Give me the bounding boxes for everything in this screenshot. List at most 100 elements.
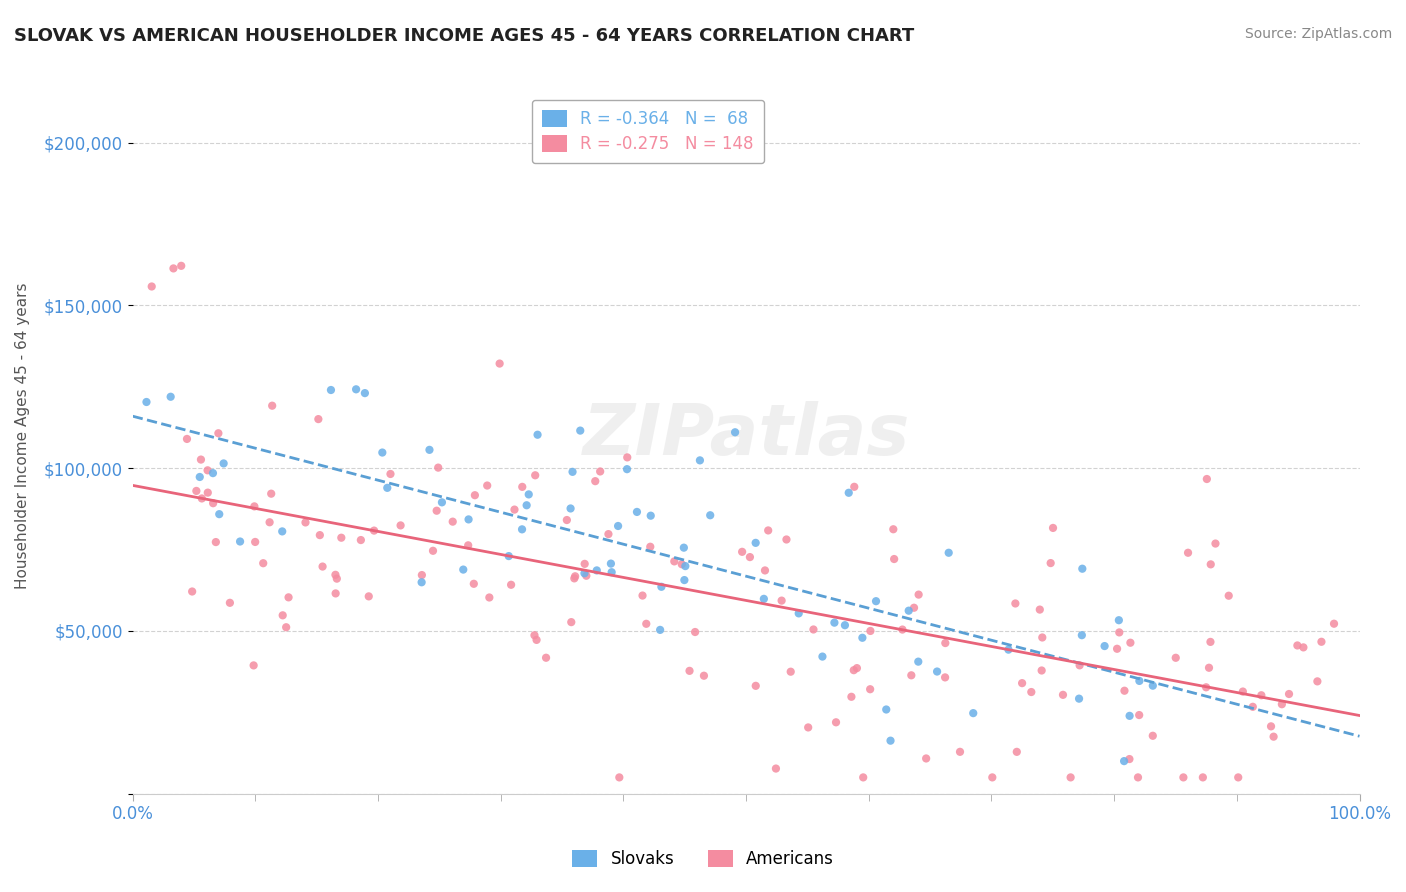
Point [441, 515, 464, 529]
Point [1005, 745, 1028, 759]
Point [464, 488, 486, 502]
Point [1042, 521, 1064, 535]
Point [724, 425, 747, 440]
Point [834, 618, 856, 632]
Point [1204, 536, 1226, 550]
Point [350, 533, 373, 547]
Point [981, 771, 1004, 785]
Point [534, 650, 557, 665]
Point [949, 745, 972, 759]
Point [859, 682, 882, 697]
Point [915, 751, 938, 765]
Point [575, 568, 598, 582]
Point [797, 721, 820, 735]
Point [1039, 556, 1062, 570]
Point [607, 519, 630, 533]
Point [1292, 640, 1315, 655]
Point [962, 706, 984, 720]
Point [176, 432, 198, 446]
Point [357, 590, 380, 604]
Point [457, 512, 479, 526]
Point [765, 762, 787, 776]
Point [838, 485, 860, 500]
Point [219, 596, 242, 610]
Point [1118, 752, 1140, 766]
Point [754, 564, 776, 578]
Point [1052, 688, 1074, 702]
Point [997, 642, 1019, 657]
Point [262, 399, 284, 413]
Point [243, 500, 266, 514]
Point [907, 588, 929, 602]
Point [925, 665, 948, 679]
Point [775, 533, 797, 547]
Point [277, 591, 299, 605]
Point [186, 483, 208, 498]
Point [259, 516, 281, 530]
Point [671, 558, 693, 572]
Point [354, 386, 377, 401]
Point [330, 531, 353, 545]
Point [242, 658, 264, 673]
Point [560, 615, 582, 629]
Point [141, 279, 163, 293]
Point [673, 573, 696, 587]
Point [170, 259, 193, 273]
Point [510, 480, 533, 494]
Point [752, 591, 775, 606]
Point [526, 427, 548, 442]
Point [1323, 616, 1346, 631]
Point [1199, 558, 1222, 572]
Point [1011, 676, 1033, 690]
Point [859, 624, 882, 638]
Point [375, 481, 398, 495]
Point [600, 566, 623, 580]
Point [1031, 664, 1053, 678]
Point [411, 575, 433, 590]
Point [271, 524, 294, 539]
Point [430, 495, 453, 509]
Point [731, 545, 754, 559]
Point [1059, 771, 1081, 785]
Point [561, 465, 583, 479]
Point [260, 486, 283, 500]
Point [845, 661, 868, 675]
Point [583, 474, 606, 488]
Point [1112, 754, 1135, 768]
Point [501, 578, 523, 592]
Point [683, 625, 706, 640]
Point [693, 669, 716, 683]
Point [191, 491, 214, 506]
Point [1250, 688, 1272, 702]
Point [607, 771, 630, 785]
Point [562, 571, 585, 585]
Point [744, 536, 766, 550]
Point [640, 540, 662, 554]
Point [934, 636, 956, 650]
Point [181, 584, 204, 599]
Point [1164, 650, 1187, 665]
Point [616, 450, 638, 465]
Point [938, 546, 960, 560]
Point [457, 538, 479, 552]
Point [689, 453, 711, 467]
Point [1069, 658, 1091, 673]
Point [1118, 709, 1140, 723]
Point [478, 591, 501, 605]
Point [1306, 674, 1329, 689]
Text: ZIPatlas: ZIPatlas [582, 401, 910, 470]
Point [879, 733, 901, 747]
Point [197, 485, 219, 500]
Point [207, 426, 229, 441]
Point [1067, 691, 1090, 706]
Point [271, 608, 294, 623]
Point [650, 623, 672, 637]
Point [516, 498, 538, 512]
Point [1286, 639, 1309, 653]
Point [631, 589, 654, 603]
Point [426, 504, 449, 518]
Point [344, 382, 367, 396]
Point [1070, 628, 1092, 642]
Point [851, 631, 873, 645]
Point [1071, 562, 1094, 576]
